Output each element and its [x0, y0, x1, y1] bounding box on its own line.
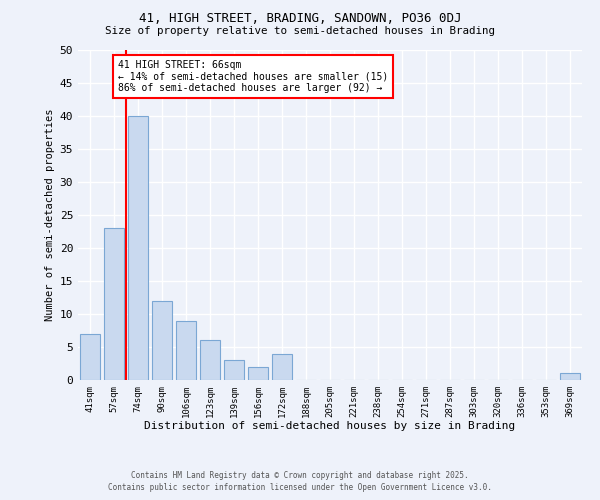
Bar: [152, 301, 172, 380]
Bar: [248, 367, 268, 380]
Bar: [560, 374, 580, 380]
Text: Contains HM Land Registry data © Crown copyright and database right 2025.
Contai: Contains HM Land Registry data © Crown c…: [108, 471, 492, 492]
X-axis label: Distribution of semi-detached houses by size in Brading: Distribution of semi-detached houses by …: [145, 422, 515, 432]
Text: 41, HIGH STREET, BRADING, SANDOWN, PO36 0DJ: 41, HIGH STREET, BRADING, SANDOWN, PO36 …: [139, 12, 461, 26]
Bar: [104, 228, 124, 380]
Bar: [80, 334, 100, 380]
Bar: [128, 116, 148, 380]
Bar: [272, 354, 292, 380]
Y-axis label: Number of semi-detached properties: Number of semi-detached properties: [46, 109, 55, 322]
Text: Size of property relative to semi-detached houses in Brading: Size of property relative to semi-detach…: [105, 26, 495, 36]
Bar: [200, 340, 220, 380]
Bar: [176, 320, 196, 380]
Bar: [224, 360, 244, 380]
Text: 41 HIGH STREET: 66sqm
← 14% of semi-detached houses are smaller (15)
86% of semi: 41 HIGH STREET: 66sqm ← 14% of semi-deta…: [118, 60, 389, 93]
